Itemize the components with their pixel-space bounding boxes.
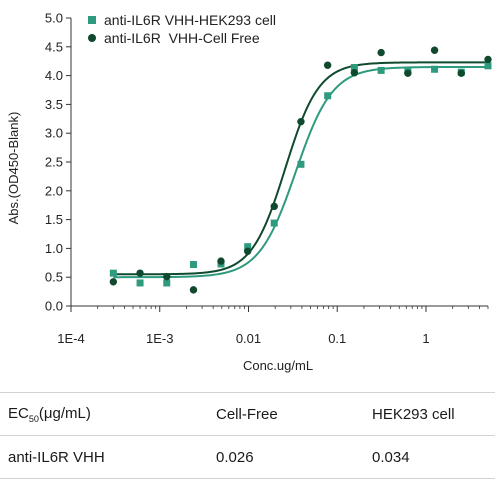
chart-axes: 0.0 0.5 1.0 1.5 2.0 2.5 3.0 3.5 4.0 4.5 5.0 1E-4 1E-… bbox=[45, 11, 489, 346]
cell-free-header: Cell-Free bbox=[208, 392, 364, 436]
legend-label: anti-IL6R VHH-HEK293 cell bbox=[104, 12, 276, 28]
data-point-circle bbox=[163, 272, 171, 281]
antibody-name-cell: anti-IL6R VHH bbox=[0, 435, 208, 479]
ec50-prefix: EC bbox=[8, 404, 29, 422]
x-tick-label: 0.1 bbox=[328, 331, 346, 346]
table-row: anti-IL6R VHH 0.026 0.034 bbox=[0, 435, 495, 479]
fit-curves bbox=[113, 61, 488, 279]
y-tick-label: 1.5 bbox=[45, 212, 63, 227]
data-point-square bbox=[270, 219, 278, 227]
data-point-circle bbox=[244, 247, 252, 255]
data-point-square bbox=[297, 160, 305, 168]
data-point-square bbox=[377, 66, 385, 74]
y-tick-label: 4.5 bbox=[45, 39, 63, 54]
ec50-subscript: 50 bbox=[28, 413, 39, 424]
fit-curve bbox=[113, 65, 488, 279]
y-axis-label: Abs.(OD450-Blank) bbox=[6, 112, 21, 225]
data-point-circle bbox=[270, 202, 278, 211]
ec50-unit: (μg/mL) bbox=[38, 404, 91, 422]
data-point-circle bbox=[377, 48, 385, 57]
y-tick-label: 1.0 bbox=[45, 241, 63, 256]
dose-response-chart: 0.0 0.5 1.0 1.5 2.0 2.5 3.0 3.5 4.0 4.5 5.0 1E-4 1E-… bbox=[6, 11, 492, 373]
data-point-circle bbox=[189, 286, 198, 294]
x-tick-label: 1E-3 bbox=[146, 331, 173, 346]
data-point-circle bbox=[430, 46, 439, 54]
data-point-circle bbox=[323, 61, 332, 69]
data-point-circle bbox=[297, 117, 305, 126]
data-point-square bbox=[244, 243, 252, 251]
x-tick-label: 0.01 bbox=[236, 331, 261, 346]
legend-label: anti-IL6R VHH-Cell Free bbox=[104, 30, 260, 46]
y-tick-label: 0.5 bbox=[45, 270, 63, 285]
data-point-circle bbox=[217, 257, 225, 265]
data-point-circle bbox=[404, 69, 412, 77]
x-tick-label: 1E-4 bbox=[57, 331, 84, 346]
hek293-header: HEK293 cell bbox=[364, 392, 495, 436]
data-point-square bbox=[350, 64, 358, 72]
data-point-square bbox=[136, 279, 144, 287]
data-point-circle bbox=[484, 55, 492, 64]
y-tick-label: 0.0 bbox=[45, 299, 63, 314]
x-axis-label: Conc.ug/mL bbox=[243, 358, 313, 373]
legend-marker-circle bbox=[88, 34, 96, 42]
fit-curve bbox=[113, 61, 488, 276]
cell-free-value: 0.026 bbox=[208, 435, 364, 479]
x-tick-label: 1 bbox=[422, 331, 429, 346]
data-point-circle bbox=[136, 269, 144, 277]
data-point-square bbox=[189, 261, 197, 269]
data-point-circle bbox=[109, 278, 118, 286]
ec50-table: EC50(μg/mL) Cell-Free HEK293 cell anti-I… bbox=[0, 392, 495, 479]
y-tick-label: 3.0 bbox=[45, 126, 63, 141]
data-points bbox=[109, 46, 492, 294]
data-point-square bbox=[163, 279, 171, 287]
data-point-square bbox=[484, 62, 492, 70]
y-tick-label: 2.0 bbox=[45, 183, 63, 198]
table-header-row: EC50(μg/mL) Cell-Free HEK293 cell bbox=[0, 392, 495, 436]
data-point-circle bbox=[350, 69, 359, 77]
ec50-header-cell: EC50(μg/mL) bbox=[0, 392, 208, 436]
data-point-square bbox=[324, 92, 332, 100]
hek293-value: 0.034 bbox=[364, 435, 495, 479]
data-point-square bbox=[109, 269, 117, 277]
legend-marker-square bbox=[88, 16, 96, 24]
y-tick-label: 4.0 bbox=[45, 68, 63, 83]
y-tick-label: 5.0 bbox=[45, 11, 63, 26]
y-tick-label: 2.5 bbox=[45, 155, 63, 170]
data-point-circle bbox=[457, 69, 465, 77]
y-tick-label: 3.5 bbox=[45, 97, 63, 112]
data-point-square bbox=[431, 65, 439, 73]
chart-legend: anti-IL6R VHH-HEK293 cell anti-IL6R VHH-C… bbox=[88, 12, 276, 46]
